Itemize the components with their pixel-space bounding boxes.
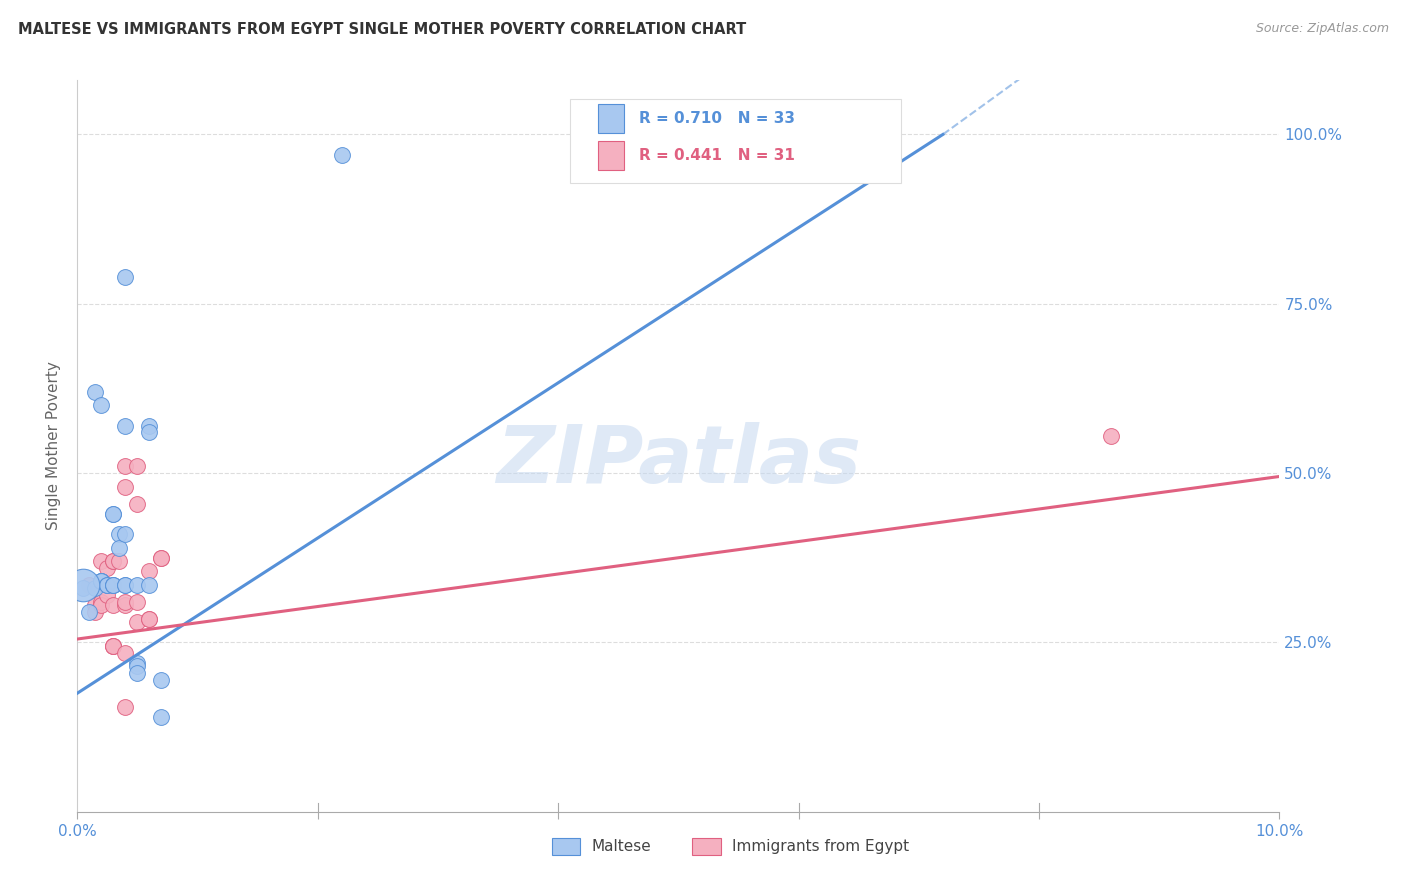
Point	[114, 699, 136, 714]
Point	[127, 459, 149, 474]
Point	[150, 673, 173, 687]
Point	[103, 598, 125, 612]
Point	[330, 148, 353, 162]
Point	[150, 710, 173, 724]
Point	[114, 418, 136, 433]
Point	[103, 554, 125, 568]
Point	[108, 527, 131, 541]
Point	[72, 581, 94, 595]
Point	[79, 578, 101, 592]
Text: Source: ZipAtlas.com: Source: ZipAtlas.com	[1256, 22, 1389, 36]
Point	[114, 269, 136, 284]
Point	[96, 588, 118, 602]
Point	[84, 384, 107, 399]
Point	[103, 639, 125, 653]
Y-axis label: Single Mother Poverty: Single Mother Poverty	[45, 361, 60, 531]
Text: MALTESE VS IMMIGRANTS FROM EGYPT SINGLE MOTHER POVERTY CORRELATION CHART: MALTESE VS IMMIGRANTS FROM EGYPT SINGLE …	[18, 22, 747, 37]
Point	[114, 646, 136, 660]
Point	[96, 578, 118, 592]
Point	[84, 605, 107, 619]
Point	[96, 578, 118, 592]
Point	[90, 554, 112, 568]
Text: ZIPatlas: ZIPatlas	[496, 422, 860, 500]
Point	[138, 578, 160, 592]
Point	[114, 595, 136, 609]
Point	[103, 507, 125, 521]
Point	[150, 550, 173, 565]
Point	[90, 574, 112, 589]
Point	[114, 598, 136, 612]
Point	[127, 595, 149, 609]
Point	[90, 574, 112, 589]
Point	[114, 527, 136, 541]
Point	[90, 595, 112, 609]
Point	[90, 598, 112, 612]
Point	[127, 578, 149, 592]
Text: R = 0.710   N = 33: R = 0.710 N = 33	[638, 111, 794, 126]
Point	[103, 554, 125, 568]
Point	[79, 605, 101, 619]
Point	[114, 578, 136, 592]
Point	[127, 615, 149, 629]
Point	[84, 598, 107, 612]
Point	[114, 480, 136, 494]
Point	[127, 665, 149, 680]
Point	[103, 639, 125, 653]
Point	[127, 497, 149, 511]
Point	[138, 564, 160, 578]
Point	[90, 574, 112, 589]
Point	[127, 659, 149, 673]
Point	[108, 554, 131, 568]
Point	[1099, 429, 1122, 443]
Point	[114, 459, 136, 474]
Point	[108, 541, 131, 555]
Point	[138, 612, 160, 626]
Point	[103, 578, 125, 592]
Text: Immigrants from Egypt: Immigrants from Egypt	[731, 839, 908, 854]
FancyBboxPatch shape	[571, 99, 901, 183]
FancyBboxPatch shape	[598, 103, 624, 133]
Point	[103, 507, 125, 521]
Point	[103, 578, 125, 592]
Point	[90, 574, 112, 589]
Point	[72, 578, 94, 592]
Point	[138, 425, 160, 440]
Point	[103, 578, 125, 592]
Point	[103, 639, 125, 653]
FancyBboxPatch shape	[598, 141, 624, 169]
Text: Maltese: Maltese	[591, 839, 651, 854]
Point	[96, 561, 118, 575]
Point	[138, 612, 160, 626]
Point	[127, 656, 149, 670]
Point	[150, 550, 173, 565]
Point	[90, 398, 112, 412]
Text: R = 0.441   N = 31: R = 0.441 N = 31	[638, 148, 794, 162]
Point	[84, 581, 107, 595]
Point	[138, 418, 160, 433]
Point	[114, 578, 136, 592]
